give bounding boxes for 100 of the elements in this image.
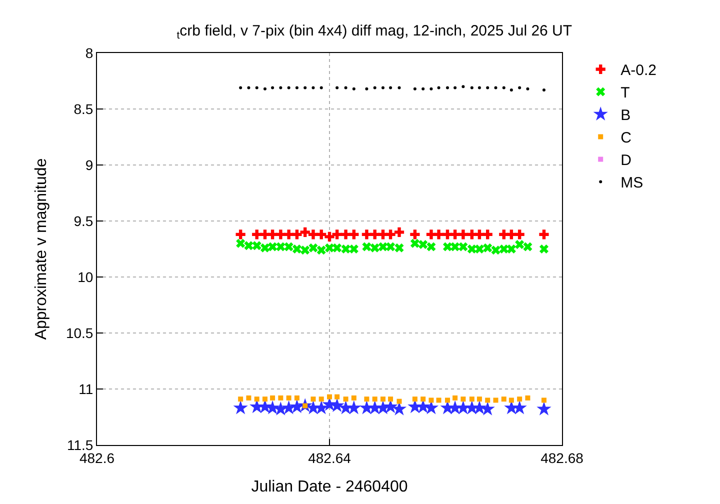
point xyxy=(517,396,522,402)
point xyxy=(472,400,487,414)
point xyxy=(482,230,492,240)
point xyxy=(458,230,468,240)
point xyxy=(244,241,254,250)
point xyxy=(426,242,436,252)
point xyxy=(508,398,514,403)
point xyxy=(491,246,500,255)
y-axis-title: Approximate v magnitude xyxy=(32,158,50,340)
y-tick-label: 10 xyxy=(78,268,94,285)
point xyxy=(444,398,450,403)
point xyxy=(462,85,465,88)
x-tick-label: 482.68 xyxy=(540,450,584,466)
point xyxy=(478,86,481,90)
y-tick-label: 10.5 xyxy=(66,324,94,341)
point xyxy=(252,230,262,240)
point xyxy=(389,86,392,90)
point xyxy=(292,244,302,254)
point xyxy=(252,241,262,250)
point xyxy=(364,396,370,402)
point xyxy=(412,396,418,402)
point xyxy=(233,400,248,414)
point xyxy=(336,86,339,90)
point xyxy=(294,395,300,400)
point xyxy=(276,242,286,252)
point xyxy=(470,86,474,90)
point xyxy=(276,230,286,240)
point xyxy=(262,396,268,402)
point xyxy=(365,87,368,90)
point xyxy=(458,242,468,252)
point xyxy=(316,246,326,255)
point xyxy=(485,398,490,403)
point xyxy=(324,243,334,252)
point xyxy=(270,395,276,400)
y-tick-label: 11 xyxy=(78,380,94,397)
point xyxy=(351,395,356,400)
legend-label: MS xyxy=(620,174,644,192)
y-tick-label: 9.5 xyxy=(74,212,94,229)
point xyxy=(515,240,524,250)
point xyxy=(332,243,342,252)
point xyxy=(362,230,372,240)
point xyxy=(428,398,434,403)
point xyxy=(300,246,310,255)
point xyxy=(238,396,244,402)
point xyxy=(526,87,530,90)
point xyxy=(304,86,307,90)
point xyxy=(286,395,292,400)
point xyxy=(373,86,376,90)
point xyxy=(255,86,258,90)
point xyxy=(394,227,404,237)
point xyxy=(398,86,401,90)
point xyxy=(295,86,298,90)
legend-label: D xyxy=(620,152,632,170)
point xyxy=(308,243,318,252)
point xyxy=(525,395,530,400)
point xyxy=(396,398,402,404)
point xyxy=(413,87,416,90)
point xyxy=(343,396,348,402)
point xyxy=(352,87,356,90)
point xyxy=(418,240,428,250)
point xyxy=(260,243,270,252)
point xyxy=(434,230,444,240)
x-tick-label: 482.64 xyxy=(308,450,352,466)
point xyxy=(388,396,394,402)
point xyxy=(506,244,516,254)
point xyxy=(486,86,490,90)
point xyxy=(370,243,380,252)
point xyxy=(539,230,549,240)
point xyxy=(386,242,396,252)
point xyxy=(442,242,452,252)
point xyxy=(246,395,252,400)
point xyxy=(344,86,348,90)
point xyxy=(450,242,460,252)
point xyxy=(460,396,466,402)
point xyxy=(278,395,284,400)
y-tick-label: 8.5 xyxy=(74,100,94,117)
point xyxy=(320,86,323,90)
point xyxy=(420,396,426,402)
point xyxy=(349,244,358,254)
point xyxy=(349,230,359,240)
point xyxy=(454,86,457,90)
point xyxy=(410,238,420,248)
point xyxy=(469,396,474,402)
point xyxy=(493,398,498,403)
point xyxy=(494,86,498,90)
point xyxy=(394,243,404,252)
point xyxy=(284,230,294,240)
point xyxy=(362,242,372,252)
point xyxy=(446,86,449,90)
point xyxy=(452,395,458,400)
point xyxy=(287,86,290,90)
point xyxy=(523,242,532,252)
point xyxy=(518,86,522,90)
point xyxy=(239,86,242,90)
point xyxy=(514,230,524,240)
y-tick-label: 8 xyxy=(85,44,94,61)
point xyxy=(386,230,396,240)
point xyxy=(501,396,506,402)
x-axis-title: Julian Date - 2460400 xyxy=(251,478,408,496)
point xyxy=(254,396,260,402)
